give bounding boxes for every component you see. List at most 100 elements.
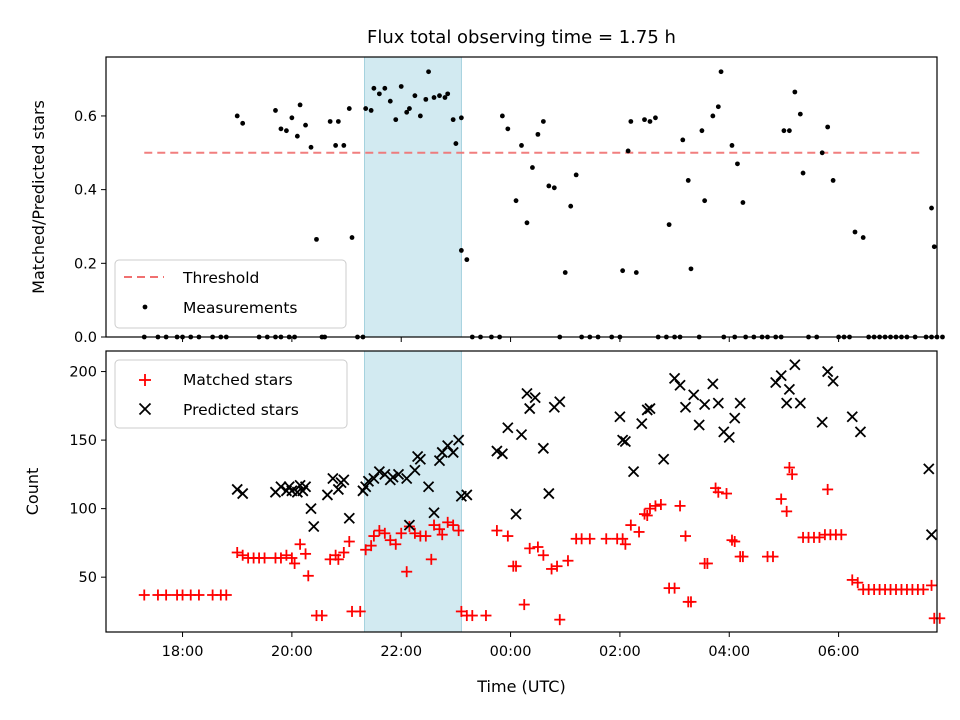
legend-box-top <box>114 259 347 329</box>
matched-star-point <box>721 488 733 500</box>
x-marker-b <box>679 401 692 413</box>
measurement-point <box>393 117 399 123</box>
predicted-star-point <box>403 519 416 531</box>
x-marker-b <box>387 471 399 483</box>
predicted-star-point <box>846 411 858 423</box>
measurement-point <box>685 178 691 183</box>
matched-star-point <box>822 483 834 495</box>
legend-label-matched: Matched stars <box>183 371 293 389</box>
predicted-star-point <box>529 391 541 404</box>
y-axis-ticks-top: 0.0 0.2 0.4 0.6 <box>74 109 106 346</box>
measurement-point <box>852 229 858 235</box>
measurement-point <box>715 104 721 110</box>
legend-matched-swatch <box>139 374 151 386</box>
y-tick-label: 0.4 <box>74 183 97 199</box>
x-marker-b <box>521 387 533 400</box>
measurement-point <box>368 108 374 113</box>
x-marker-b <box>794 397 806 409</box>
measurement-point <box>346 106 352 111</box>
x-marker-b <box>699 398 711 411</box>
x-marker-b <box>392 468 405 481</box>
x-tick-label: 22:00 <box>380 644 422 660</box>
y-tick-label: 50 <box>79 570 97 586</box>
matched-star-point <box>680 530 692 542</box>
matched-star-point <box>584 533 596 545</box>
measurement-point <box>289 115 295 121</box>
measurement-point <box>781 128 787 134</box>
predicted-star-point <box>414 453 426 465</box>
measurement-point <box>445 91 451 97</box>
x-marker-b <box>409 464 421 476</box>
measurement-point <box>458 115 464 121</box>
axes-frame-bottom <box>105 350 938 633</box>
matched-star-point <box>685 596 697 608</box>
predicted-star-point <box>502 422 514 434</box>
x-marker-b <box>688 389 700 401</box>
y-tick-label: 150 <box>69 433 97 449</box>
x-marker-b <box>554 396 566 408</box>
x-marker-b <box>674 379 686 391</box>
matched-star-point <box>655 499 667 511</box>
measurement-point <box>568 203 574 209</box>
x-marker-b <box>502 422 514 434</box>
predicted-star-point <box>428 507 440 519</box>
predicted-star-point <box>658 453 670 465</box>
matched-star-point <box>433 523 445 535</box>
x-marker-b <box>447 446 459 459</box>
x-marker-b <box>524 402 536 415</box>
x-marker-b <box>403 519 416 531</box>
measurement-point <box>341 143 347 148</box>
matched-star-point <box>365 540 377 552</box>
measurement-point <box>426 69 431 75</box>
axes-frame-top <box>105 56 938 338</box>
highlight-span <box>364 56 462 338</box>
predicted-star-point <box>781 397 793 409</box>
measurement-point <box>562 270 568 275</box>
predicted-star-point <box>679 401 692 413</box>
predicted-star-point <box>392 468 405 481</box>
matched-star-point <box>220 589 232 601</box>
matched-star-point <box>510 560 522 572</box>
measurement-point <box>308 144 314 150</box>
matched-star-point <box>401 566 413 578</box>
matched-star-point <box>617 533 629 545</box>
x-marker-b <box>822 365 834 378</box>
measurement-point <box>797 111 803 117</box>
matched-star-point <box>502 530 514 542</box>
measurement-point <box>294 133 300 139</box>
measurement-point <box>830 178 836 183</box>
y-tick-label: 0.0 <box>74 330 97 346</box>
predicted-star-point <box>433 455 446 467</box>
matched-star-point <box>649 500 661 512</box>
matched-star-point <box>379 527 391 539</box>
matched-star-point <box>420 530 432 542</box>
x-marker-b <box>442 439 454 452</box>
x-marker-b <box>496 448 509 460</box>
measurement-point <box>335 119 341 124</box>
predicted-star-point <box>321 489 334 501</box>
measurement-point <box>702 198 708 204</box>
predicted-star-point <box>338 474 350 486</box>
x-marker-b <box>775 370 787 382</box>
matched-star-point <box>480 610 492 622</box>
predicted-star-point <box>636 418 648 430</box>
x-marker-b <box>734 397 746 409</box>
x-marker-b <box>332 483 344 496</box>
x-marker-b <box>627 465 640 478</box>
predicted-star-point <box>299 481 312 493</box>
ratio-panel: 0.0 0.2 0.4 0.6 Flux total observing time =… <box>29 27 945 346</box>
predicted-star-point <box>237 487 249 500</box>
measurement-point <box>499 113 505 119</box>
x-marker-b <box>693 419 705 431</box>
predicted-star-point <box>641 404 653 416</box>
measurement-point <box>450 117 456 123</box>
x-marker-b <box>816 416 828 428</box>
measurement-point <box>860 235 866 240</box>
measurement-point <box>333 143 339 148</box>
matched-star-point <box>447 519 459 531</box>
predicted-star-point <box>707 378 719 390</box>
predicted-star-point <box>308 520 320 533</box>
x-marker-b <box>422 481 435 493</box>
predicted-star-point <box>436 446 448 459</box>
predicted-star-point <box>275 481 287 493</box>
